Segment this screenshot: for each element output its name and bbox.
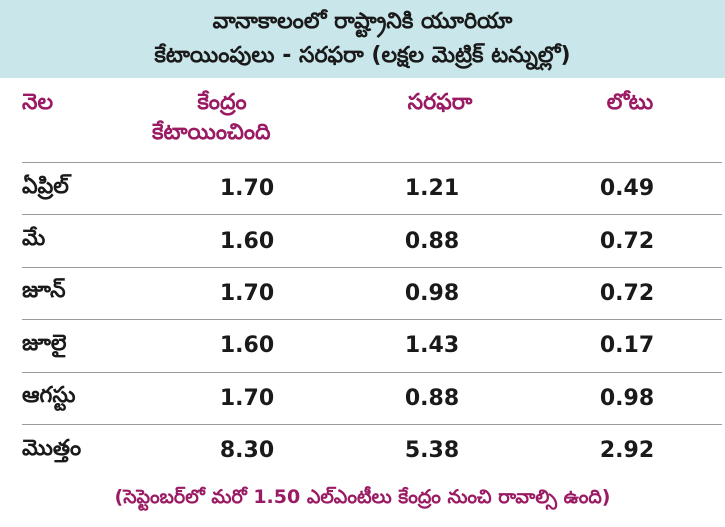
urea-table: ఏప్రిల్ 1.70 1.21 0.49 మే 1.60 0.88 0.72… — [22, 161, 722, 477]
cell-allocated: 1.60 — [162, 319, 332, 373]
header-allocated-line-2: కేటాయించింది — [152, 120, 271, 145]
cell-month: ఏప్రిల్ — [22, 161, 162, 215]
footnote: (సెప్టెంబర్‌లో మరో 1.50 ఎల్ఎంటీలు కేంద్ర… — [114, 486, 611, 508]
cell-month: ఆగస్టు — [22, 371, 162, 425]
cell-deficit: 0.72 — [532, 214, 722, 268]
cell-deficit: 0.98 — [532, 371, 722, 425]
cell-supplied: 1.43 — [332, 319, 532, 373]
cell-deficit: 0.72 — [532, 266, 722, 320]
table-title-line-2: కేటాయింపులు - సరఫరా (లక్షల మెట్రిక్ టన్న… — [154, 43, 571, 68]
cell-supplied: 0.88 — [332, 214, 532, 268]
cell-deficit: 2.92 — [532, 423, 722, 477]
cell-allocated: 1.60 — [162, 214, 332, 268]
header-supplied: సరఫరా — [407, 90, 473, 115]
header-deficit: లోటు — [606, 90, 654, 115]
table-title: వానాకాలంలో రాష్ట్రానికి యూరియా కేటాయింపు… — [0, 0, 725, 78]
cell-allocated: 1.70 — [162, 161, 332, 215]
table-title-line-1: వానాకాలంలో రాష్ట్రానికి యూరియా — [212, 9, 513, 34]
cell-month: మొత్తం — [22, 423, 162, 477]
cell-allocated: 8.30 — [162, 423, 332, 477]
cell-allocated: 1.70 — [162, 371, 332, 425]
header-allocated: కేంద్రం కేటాయించింది — [152, 88, 352, 148]
cell-month: మే — [22, 214, 162, 268]
table-row: ఏప్రిల్ 1.70 1.21 0.49 — [22, 161, 722, 215]
table-row-total: మొత్తం 8.30 5.38 2.92 — [22, 423, 722, 477]
header-month: నెల — [22, 90, 54, 115]
cell-deficit: 0.49 — [532, 161, 722, 215]
cell-deficit: 0.17 — [532, 319, 722, 373]
cell-supplied: 0.98 — [332, 266, 532, 320]
cell-month: జూలై — [22, 319, 162, 373]
cell-supplied: 5.38 — [332, 423, 532, 477]
cell-month: జూన్ — [22, 266, 162, 320]
table-row: జూలై 1.60 1.43 0.17 — [22, 319, 722, 373]
table-row: ఆగస్టు 1.70 0.88 0.98 — [22, 371, 722, 425]
header-allocated-line-1: కేంద్రం — [197, 90, 247, 115]
table-row: జూన్ 1.70 0.98 0.72 — [22, 266, 722, 320]
cell-supplied: 0.88 — [332, 371, 532, 425]
table-row: మే 1.60 0.88 0.72 — [22, 214, 722, 268]
cell-allocated: 1.70 — [162, 266, 332, 320]
cell-supplied: 1.21 — [332, 161, 532, 215]
